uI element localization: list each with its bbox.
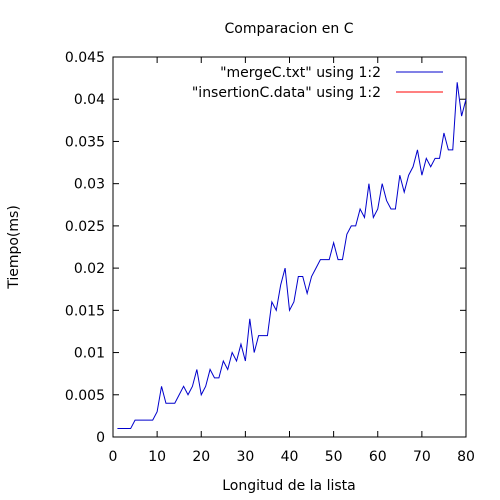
y-tick-label: 0 [96, 430, 105, 446]
y-tick-label: 0.005 [65, 388, 105, 404]
x-tick-label: 60 [369, 449, 387, 465]
y-axis-label: Tiempo(ms) [6, 205, 22, 290]
y-tick-label: 0.015 [65, 303, 105, 319]
y-tick-label: 0.045 [65, 50, 105, 66]
x-tick-label: 10 [148, 449, 166, 465]
x-axis-ticks: 0 10 20 30 40 50 60 70 80 [109, 57, 475, 465]
legend-label: "mergeC.txt" using 1:2 [220, 65, 381, 81]
legend-label: "insertionC.data" using 1:2 [192, 85, 381, 101]
y-tick-label: 0.03 [74, 177, 105, 193]
x-tick-label: 20 [192, 449, 210, 465]
x-axis-label: Longitud de la lista [222, 478, 355, 494]
series-line-0 [117, 82, 467, 430]
y-axis-ticks: 0 0.005 0.01 0.015 0.02 0.025 0.03 0.035 0.04 0.0… [65, 50, 466, 446]
x-tick-label: 0 [109, 449, 118, 465]
y-tick-label: 0.01 [74, 346, 105, 362]
y-tick-label: 0.035 [65, 134, 105, 150]
chart-title: Comparacion en C [225, 21, 354, 37]
y-tick-label: 0.04 [74, 92, 105, 108]
x-tick-label: 40 [281, 449, 299, 465]
y-tick-label: 0.025 [65, 219, 105, 235]
x-tick-label: 80 [457, 449, 475, 465]
data-series [117, 82, 467, 430]
y-tick-label: 0.02 [74, 261, 105, 277]
x-tick-label: 70 [413, 449, 431, 465]
x-tick-label: 50 [325, 449, 343, 465]
legend: "mergeC.txt" using 1:2 "insertionC.data" … [192, 65, 443, 101]
x-tick-label: 30 [236, 449, 254, 465]
